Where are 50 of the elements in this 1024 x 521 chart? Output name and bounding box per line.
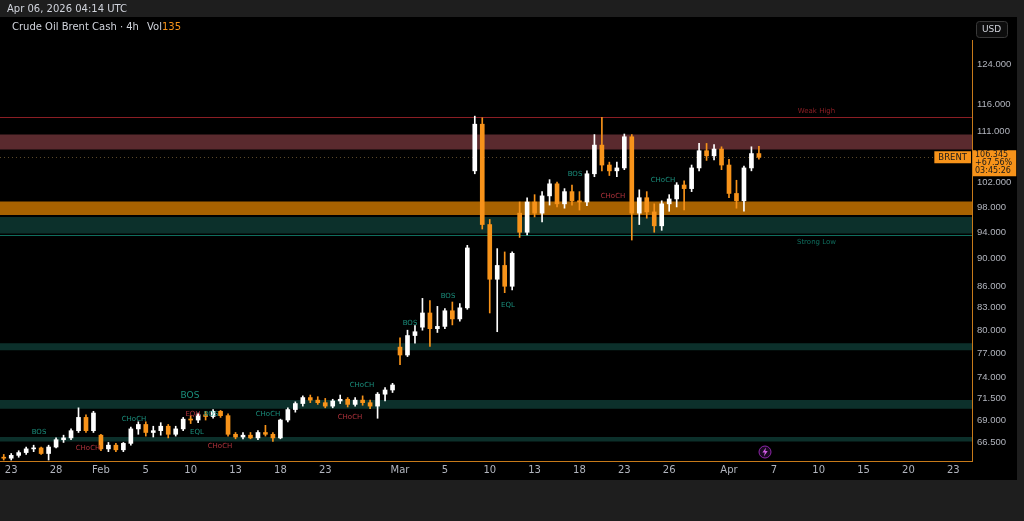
annotation: BOS	[180, 390, 200, 401]
x-tick-label: 10	[812, 463, 826, 475]
text: Vol	[146, 21, 162, 32]
y-tick-label: 116.000	[977, 98, 1011, 110]
x-tick-label: 13	[528, 463, 541, 475]
x-tick-label: 5	[142, 463, 149, 475]
y-tick-label: 77.000	[977, 347, 1007, 359]
candlestick	[666, 194, 672, 212]
x-tick-label: 15	[857, 463, 870, 475]
y-tick-label: 98.000	[977, 200, 1007, 212]
text: 135	[161, 21, 182, 32]
y-tick-label: 74.000	[977, 371, 1007, 383]
y-tick-label: 83.000	[977, 301, 1007, 313]
y-axis-title: USD	[981, 23, 1002, 34]
text: 106.345	[975, 150, 1009, 160]
x-tick-label: 23	[4, 463, 18, 475]
x-tick-label: 23	[617, 463, 631, 475]
y-tick-label: 90.000	[977, 252, 1007, 264]
chart-title: Crude Oil Brent Cash · 4h	[12, 21, 139, 32]
x-tick-label: 10	[483, 463, 497, 475]
ref-line-label: BRENT	[938, 151, 968, 162]
candlestick	[412, 325, 418, 344]
y-tick-label: 86.000	[977, 279, 1007, 291]
y-tick-label: 94.000	[977, 225, 1007, 237]
text: +67.56%	[975, 158, 1013, 168]
y-tick-label: 102.000	[977, 176, 1012, 188]
x-tick-label: 10	[184, 463, 198, 475]
x-tick-label: 13	[229, 463, 242, 475]
x-tick-label: 18	[573, 463, 586, 475]
x-tick-label: 26	[662, 463, 676, 475]
x-tick-label: 18	[274, 463, 287, 475]
candlestick	[337, 394, 343, 404]
x-tick-label: 23	[318, 463, 332, 475]
text: Apr 06, 2026 04:14 UTC	[7, 3, 128, 15]
x-tick-label: Feb	[92, 463, 110, 475]
y-tick-label: 69.000	[977, 413, 1007, 425]
x-tick-label: 23	[946, 463, 960, 475]
x-tick-label: 20	[902, 463, 915, 475]
x-tick-label: 28	[49, 463, 63, 475]
candlestick	[494, 248, 500, 333]
y-tick-label: 66.500	[977, 436, 1007, 448]
x-tick-label: Apr	[720, 463, 739, 475]
y-tick-label: 71.500	[977, 392, 1007, 404]
y-tick-label: 124.000	[977, 57, 1012, 69]
x-tick-label: 5	[441, 463, 449, 475]
text: 03:45:26	[975, 166, 1011, 176]
y-tick-label: 111.000	[977, 124, 1010, 136]
y-tick-label: 80.000	[977, 323, 1007, 335]
x-tick-label: 7	[770, 463, 778, 475]
x-tick-label: Mar	[390, 463, 411, 475]
